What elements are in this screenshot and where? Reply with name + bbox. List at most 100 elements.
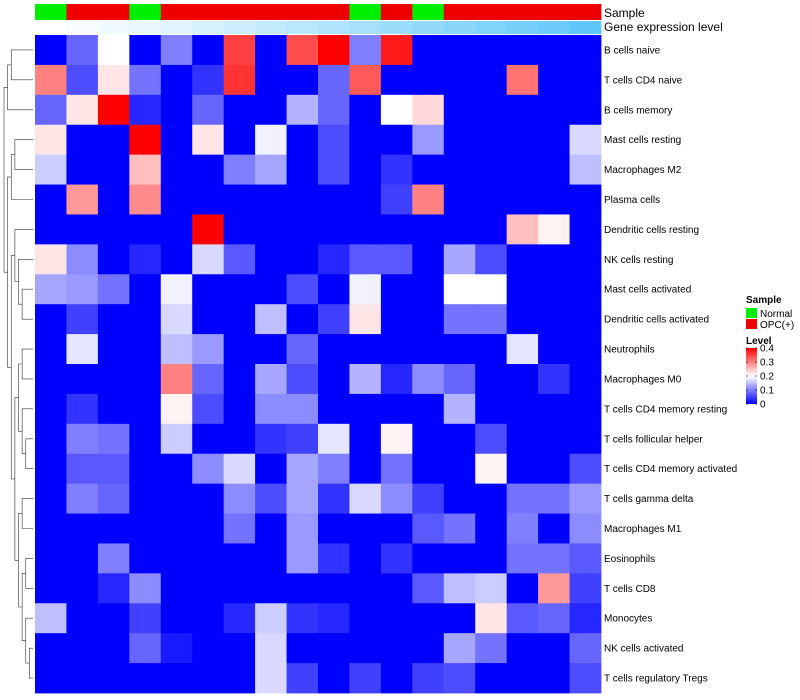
heatmap-cell — [380, 334, 413, 365]
heatmap-cell — [380, 663, 413, 694]
heatmap-cell — [223, 214, 256, 245]
dendrogram-branch — [18, 363, 23, 432]
heatmap-cell — [286, 543, 319, 574]
dendrogram-branch — [21, 498, 33, 529]
legend-level-title: Level — [746, 336, 772, 347]
gene-annotation-cell — [286, 21, 319, 34]
heatmap-cell — [286, 214, 319, 245]
heatmap-cell — [286, 35, 319, 66]
heatmap-cell — [318, 603, 350, 634]
heatmap-cell — [506, 663, 539, 694]
legend-normal-swatch — [746, 308, 757, 318]
heatmap-cell — [569, 274, 602, 305]
row-label: Plasma cells — [604, 195, 660, 206]
heatmap-cell — [318, 94, 350, 126]
heatmap-cell — [380, 513, 413, 544]
heatmap-cell — [66, 603, 99, 634]
heatmap-cell — [97, 633, 130, 664]
heatmap-cell — [538, 513, 570, 544]
heatmap-cell — [255, 364, 287, 395]
heatmap-cell — [349, 393, 382, 425]
heatmap-cell — [223, 663, 256, 694]
heatmap-cell — [255, 633, 287, 664]
heatmap-cell — [35, 35, 67, 66]
heatmap-cell — [35, 513, 67, 544]
heatmap-cell — [97, 334, 130, 365]
heatmap-cell — [192, 393, 225, 425]
legend-opc-swatch — [746, 319, 757, 329]
heatmap-cell — [349, 94, 382, 126]
legend-sample-title: Sample — [746, 295, 782, 306]
heatmap-cell — [412, 663, 445, 694]
sample-annotation-label: Sample — [604, 6, 645, 20]
heatmap-cell — [443, 393, 476, 425]
heatmap-cell — [349, 184, 382, 215]
heatmap-cell — [66, 214, 99, 245]
heatmap-cell — [66, 334, 99, 365]
heatmap-cell — [223, 64, 256, 96]
heatmap-cell — [255, 184, 287, 215]
heatmap-cell — [380, 423, 413, 455]
dendrogram-branch — [29, 647, 33, 679]
heatmap-cell — [538, 393, 570, 425]
heatmap-cell — [160, 483, 193, 514]
heatmap-cell — [97, 214, 130, 245]
heatmap-cell — [475, 124, 508, 156]
heatmap-cell — [192, 513, 225, 544]
heatmap-cell — [506, 304, 539, 335]
heatmap-cell — [35, 423, 67, 455]
heatmap-cell — [255, 274, 287, 305]
heatmap-cell — [160, 393, 193, 425]
row-label: T cells gamma delta — [604, 494, 694, 505]
row-label: Mast cells resting — [604, 135, 681, 146]
heatmap-cell — [35, 453, 67, 485]
gene-annotation-cell — [223, 21, 256, 34]
row-label: T cells follicular helper — [604, 434, 703, 445]
heatmap-cell — [443, 364, 476, 395]
legend-level-tick-label: 0.3 — [760, 358, 774, 369]
heatmap-cell — [506, 453, 539, 485]
heatmap-cell — [569, 573, 602, 604]
heatmap-cell — [35, 573, 67, 604]
heatmap-cell — [569, 304, 602, 335]
heatmap-cell — [129, 214, 162, 245]
heatmap-cell — [286, 573, 319, 604]
gene-annotation-label: Gene expression level — [604, 20, 723, 34]
heatmap-cell — [286, 423, 319, 455]
heatmap-cell — [255, 94, 287, 126]
heatmap-cell — [35, 214, 67, 245]
heatmap-cell — [255, 214, 287, 245]
heatmap-cell — [569, 124, 602, 156]
heatmap-cell — [506, 124, 539, 156]
heatmap-cell — [380, 573, 413, 604]
heatmap-cell — [538, 633, 570, 664]
heatmap-cell — [160, 274, 193, 305]
heatmap-cell — [286, 483, 319, 514]
heatmap-cell — [412, 423, 445, 455]
heatmap-cell — [349, 633, 382, 664]
heatmap-cell — [160, 543, 193, 574]
sample-annotation-cell — [129, 4, 162, 20]
heatmap-cell — [443, 94, 476, 126]
heatmap-cell — [475, 573, 508, 604]
heatmap-cell — [380, 364, 413, 395]
heatmap-cell — [475, 393, 508, 425]
heatmap-cell — [66, 364, 99, 395]
heatmap-cell — [318, 274, 350, 305]
heatmap-cell — [538, 304, 570, 335]
sample-annotation-cell — [35, 4, 67, 20]
heatmap-cell — [380, 154, 413, 185]
heatmap-cell — [97, 603, 130, 634]
row-label: NK cells resting — [604, 255, 673, 266]
heatmap-cell — [223, 513, 256, 544]
heatmap-cell — [569, 364, 602, 395]
heatmap-cell — [192, 423, 225, 455]
heatmap-cell — [223, 543, 256, 574]
heatmap-cell — [66, 154, 99, 185]
gene-annotation-cell — [569, 21, 602, 34]
heatmap-cell — [380, 184, 413, 215]
heatmap-cell — [569, 154, 602, 185]
gene-annotation-cell — [97, 21, 130, 34]
heatmap-cell — [66, 483, 99, 514]
heatmap-cell — [380, 214, 413, 245]
